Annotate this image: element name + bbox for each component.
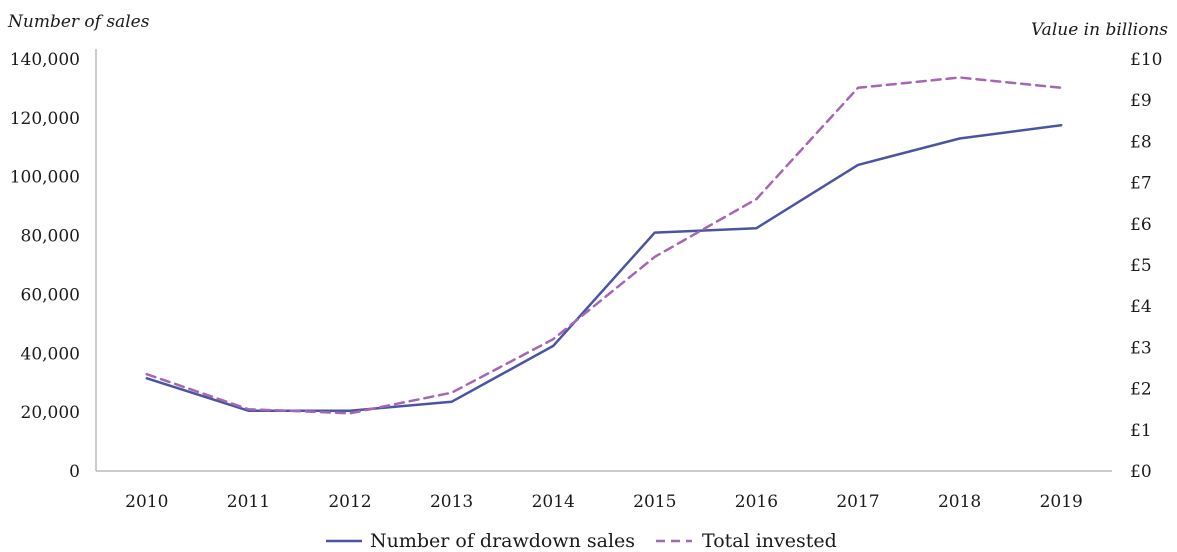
x-tick-label: 2012 bbox=[328, 492, 371, 512]
y-left-tick-label: 20,000 bbox=[21, 403, 80, 423]
y-left-tick-label: 40,000 bbox=[21, 344, 80, 364]
y-left-tick-label: 140,000 bbox=[10, 50, 80, 70]
y-left-tick-label: 0 bbox=[69, 462, 80, 482]
series-line-drawdown-sales bbox=[145, 123, 1063, 412]
axes bbox=[95, 49, 1112, 472]
series-lines bbox=[145, 76, 1063, 415]
x-tick-label: 2013 bbox=[430, 492, 473, 512]
y-axis-right-label: Value in billions bbox=[1031, 20, 1168, 40]
x-tick-label: 2018 bbox=[938, 492, 981, 512]
x-tick-label: 2015 bbox=[633, 492, 676, 512]
legend-label-total-invested: Total invested bbox=[702, 530, 837, 552]
y-right-tick-label: £8 bbox=[1130, 132, 1152, 152]
y-right-tick-label: £10 bbox=[1130, 50, 1162, 70]
y-right-tick-label: £6 bbox=[1130, 215, 1152, 235]
x-tick-label: 2019 bbox=[1040, 492, 1083, 512]
y-left-tick-label: 60,000 bbox=[21, 285, 80, 305]
x-tick-label: 2017 bbox=[836, 492, 879, 512]
x-tick-label: 2011 bbox=[227, 492, 270, 512]
series-line-total-invested bbox=[145, 76, 1063, 415]
x-tick-label: 2014 bbox=[532, 492, 575, 512]
y-right-tick-label: £0 bbox=[1130, 462, 1152, 482]
x-axis-ticks: 2010 2011 2012 2013 2014 2015 2016 2017 2018 2019 bbox=[125, 492, 1083, 512]
y-right-tick-label: £7 bbox=[1130, 174, 1152, 194]
x-tick-label: 2016 bbox=[735, 492, 778, 512]
y-axis-left-ticks: 0 20,000 40,000 60,000 80,000 100,000 120,000 1… bbox=[10, 50, 80, 482]
y-axis-left-label: Number of sales bbox=[7, 12, 150, 32]
y-right-tick-label: £5 bbox=[1130, 256, 1152, 276]
y-right-tick-label: £1 bbox=[1130, 421, 1152, 441]
legend: Number of drawdown sales Total invested bbox=[326, 530, 837, 552]
y-left-tick-label: 120,000 bbox=[10, 109, 80, 129]
y-right-tick-label: £4 bbox=[1130, 297, 1152, 317]
y-right-tick-label: £2 bbox=[1130, 380, 1152, 400]
y-left-tick-label: 100,000 bbox=[10, 168, 80, 188]
y-axis-right-ticks: £0 £1 £2 £3 £4 £5 £6 £7 £8 £9 £10 bbox=[1130, 50, 1162, 482]
y-left-tick-label: 80,000 bbox=[21, 227, 80, 247]
x-tick-label: 2010 bbox=[125, 492, 168, 512]
legend-label-drawdown-sales: Number of drawdown sales bbox=[370, 530, 635, 552]
y-right-tick-label: £3 bbox=[1130, 338, 1152, 358]
y-right-tick-label: £9 bbox=[1130, 91, 1152, 111]
